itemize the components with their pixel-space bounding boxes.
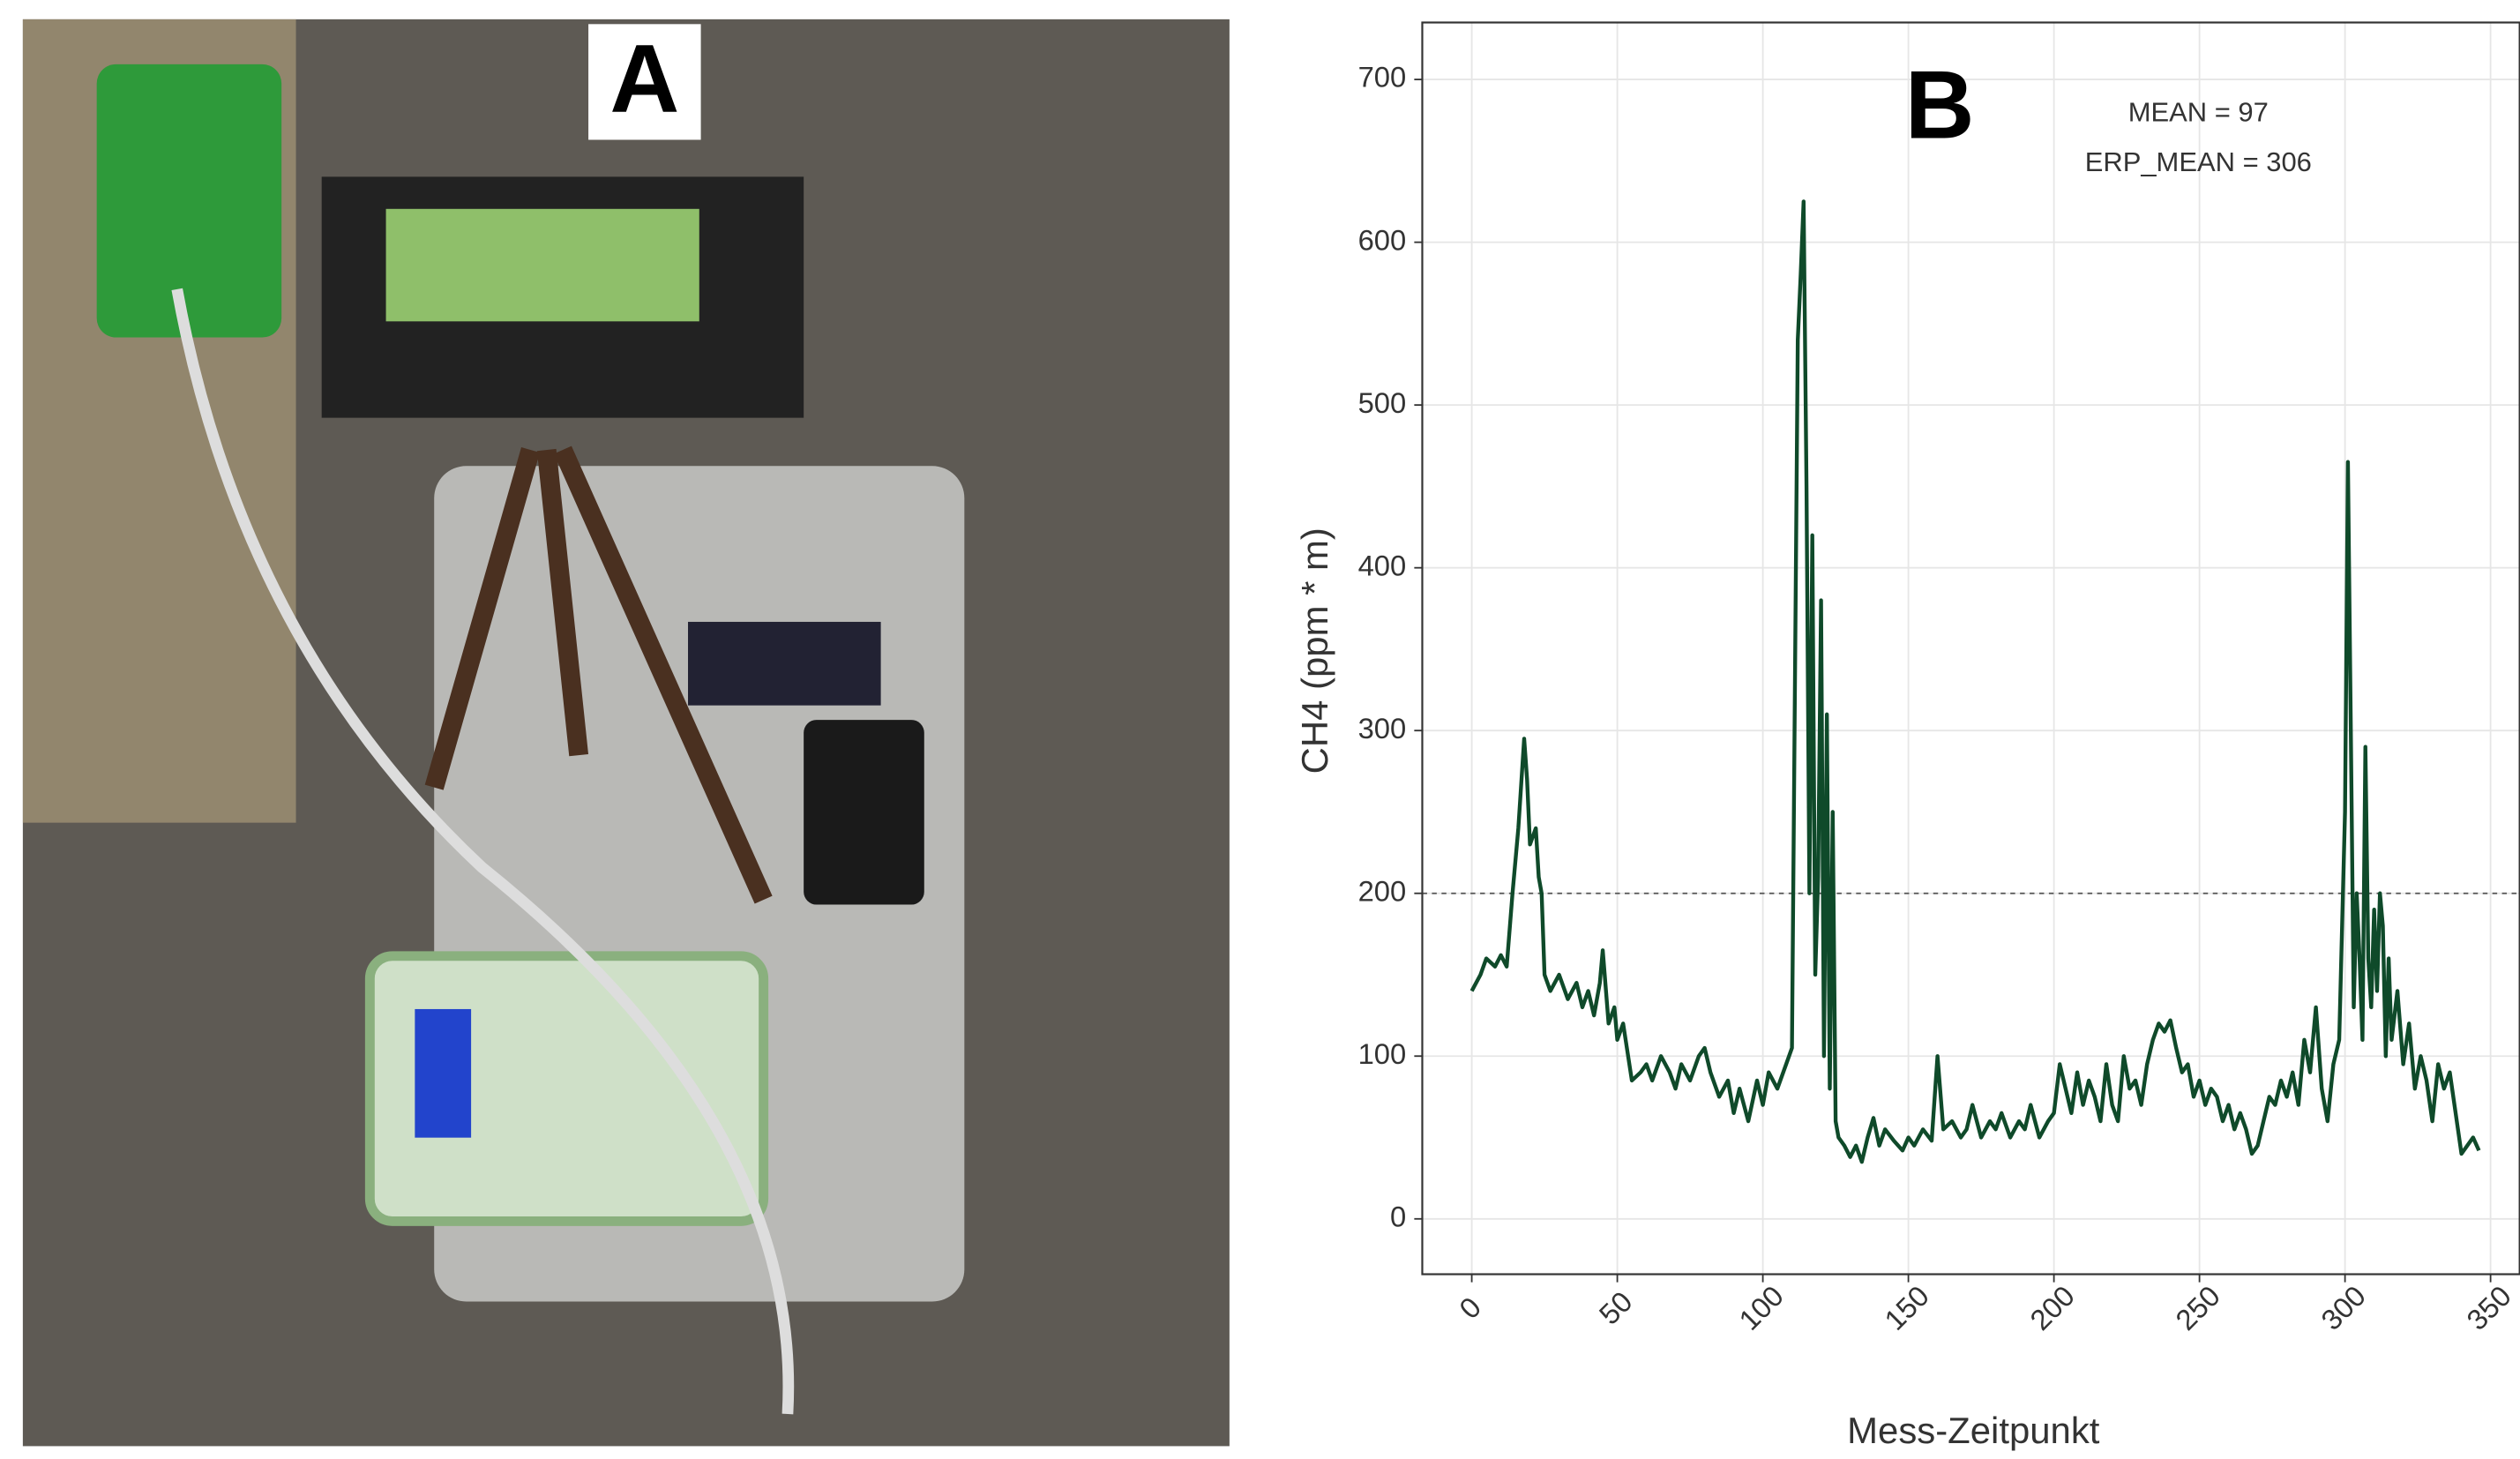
green-box [96,64,282,338]
x-tick-label: 150 [1878,1279,1935,1336]
y-tick-label: 400 [1358,549,1407,581]
panel-label: B [1905,51,1975,159]
hose [171,288,795,1415]
annotation: ERP_MEAN = 306 [2085,146,2312,177]
y-tick-label: 0 [1390,1200,1406,1232]
y-tick-label: 700 [1358,61,1407,94]
y-tick-label: 100 [1358,1037,1407,1070]
data-line [1469,199,2481,1164]
powerbank [804,720,924,905]
x-tick-label: 350 [2460,1279,2517,1336]
display [415,1008,472,1138]
annotation: MEAN = 97 [2128,97,2269,128]
y-tick-label: 300 [1358,712,1407,744]
y-tick-label: 500 [1358,386,1407,419]
label-box [588,24,701,140]
x-tick-label: 0 [1453,1291,1487,1325]
y-tick-label: 200 [1358,874,1407,907]
x-tick-label: 250 [2169,1279,2226,1336]
plot-area [1422,22,2520,1275]
x-tick-label: 50 [1593,1285,1639,1331]
panel-label: A [609,26,679,133]
x-tick-label: 300 [2314,1279,2372,1336]
x-tick-label: 100 [1732,1279,1790,1336]
x-tick-label: 200 [2023,1279,2081,1336]
device-panel [385,208,699,322]
photo-panel: A [22,19,1230,1447]
tripod [424,445,773,904]
x-axis-label: Mess-Zeitpunkt [1847,1410,2100,1451]
y-axis-label: CH4 (ppm * m) [1294,527,1335,774]
phone [688,621,881,706]
y-tick-label: 600 [1358,223,1407,256]
